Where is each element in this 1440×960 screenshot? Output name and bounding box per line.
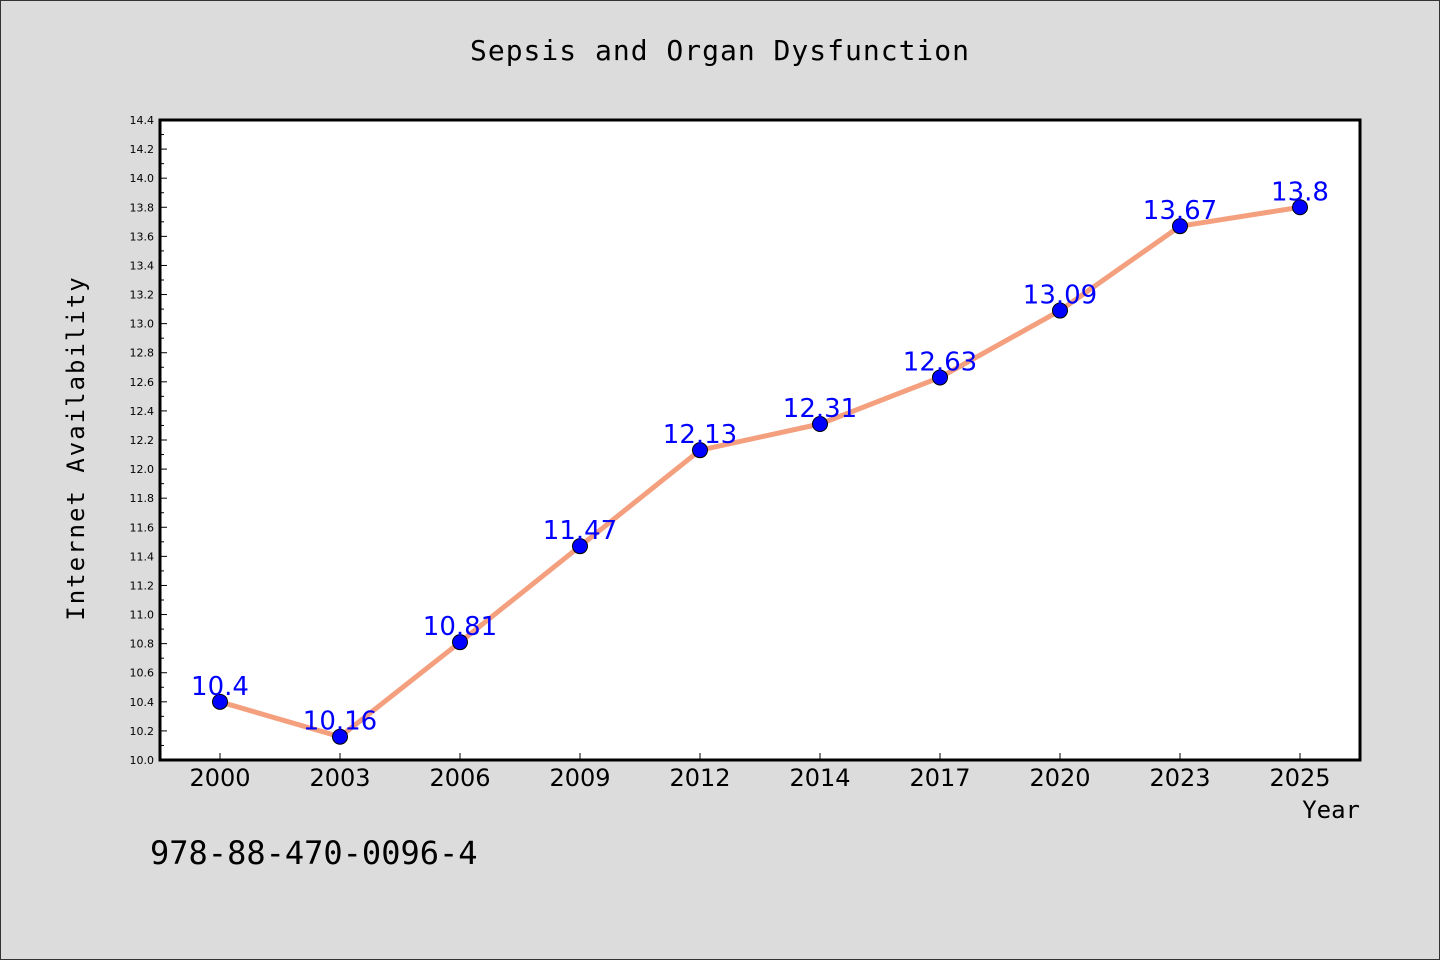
y-tick-label: 12.2 <box>130 434 155 447</box>
data-point <box>1292 199 1308 216</box>
y-tick-label: 13.2 <box>130 289 155 302</box>
data-label: 11.47 <box>543 516 617 546</box>
x-tick-label: 2012 <box>669 764 730 792</box>
y-tick-label: 10.2 <box>130 725 155 738</box>
x-tick-label: 2003 <box>309 764 370 792</box>
y-tick-label: 13.6 <box>130 230 155 243</box>
footer-isbn: 978-88-470-0096-4 <box>150 834 478 872</box>
data-point <box>332 728 348 745</box>
x-tick-label: 2017 <box>909 764 970 792</box>
data-label: 12.63 <box>903 347 977 377</box>
data-label: 10.81 <box>423 612 497 642</box>
x-tick-label: 2020 <box>1029 764 1090 792</box>
data-point <box>572 538 588 555</box>
data-label: 10.4 <box>191 672 249 702</box>
y-tick-label: 14.4 <box>130 114 155 127</box>
y-tick-label: 12.8 <box>130 347 155 360</box>
y-tick-label: 11.4 <box>130 550 155 563</box>
y-tick-label: 10.8 <box>130 638 155 651</box>
x-tick-label: 2014 <box>789 764 850 792</box>
x-tick-label: 2009 <box>549 764 610 792</box>
y-tick-label: 13.4 <box>130 259 155 272</box>
x-tick-label: 2025 <box>1269 764 1330 792</box>
data-label: 10.16 <box>303 707 377 737</box>
y-tick-label: 10.4 <box>130 696 155 709</box>
data-point <box>812 416 828 432</box>
y-tick-label: 11.0 <box>130 609 155 622</box>
data-point <box>692 442 708 459</box>
chart-title: Sepsis and Organ Dysfunction <box>469 34 970 67</box>
data-point <box>1172 218 1188 235</box>
y-tick-label: 14.2 <box>130 143 155 156</box>
data-point <box>1052 302 1068 319</box>
data-label: 13.09 <box>1023 281 1097 311</box>
data-label: 12.13 <box>663 420 737 450</box>
x-tick-label: 2023 <box>1149 764 1210 792</box>
y-tick-label: 11.6 <box>130 521 155 534</box>
series-line <box>217 204 1303 740</box>
x-axis-label: Year <box>1302 796 1360 824</box>
y-tick-label: 12.6 <box>130 376 155 389</box>
y-tick-label: 10.0 <box>130 754 155 767</box>
y-tick-label: 10.6 <box>130 667 155 680</box>
plot-area <box>158 118 1362 762</box>
y-tick-label: 12.0 <box>130 463 155 476</box>
y-tick-label: 13.8 <box>130 201 155 214</box>
data-point <box>932 369 948 386</box>
y-tick-label: 11.2 <box>130 579 155 592</box>
y-tick-label: 13.0 <box>130 318 155 331</box>
y-tick-label: 14.0 <box>130 172 155 185</box>
x-tick-label: 2006 <box>429 764 490 792</box>
data-point <box>212 693 228 710</box>
y-tick-label: 12.4 <box>130 405 155 418</box>
data-point <box>452 634 468 651</box>
x-tick-label: 2000 <box>189 764 250 792</box>
y-tick-label: 11.8 <box>130 492 155 505</box>
data-label: 13.8 <box>1271 177 1329 207</box>
data-label: 13.67 <box>1143 196 1217 226</box>
data-label: 12.31 <box>783 394 857 424</box>
